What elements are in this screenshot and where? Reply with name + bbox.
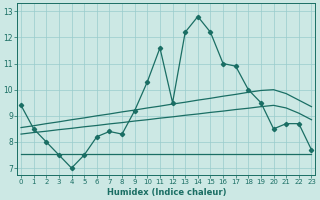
X-axis label: Humidex (Indice chaleur): Humidex (Indice chaleur) [107,188,226,197]
